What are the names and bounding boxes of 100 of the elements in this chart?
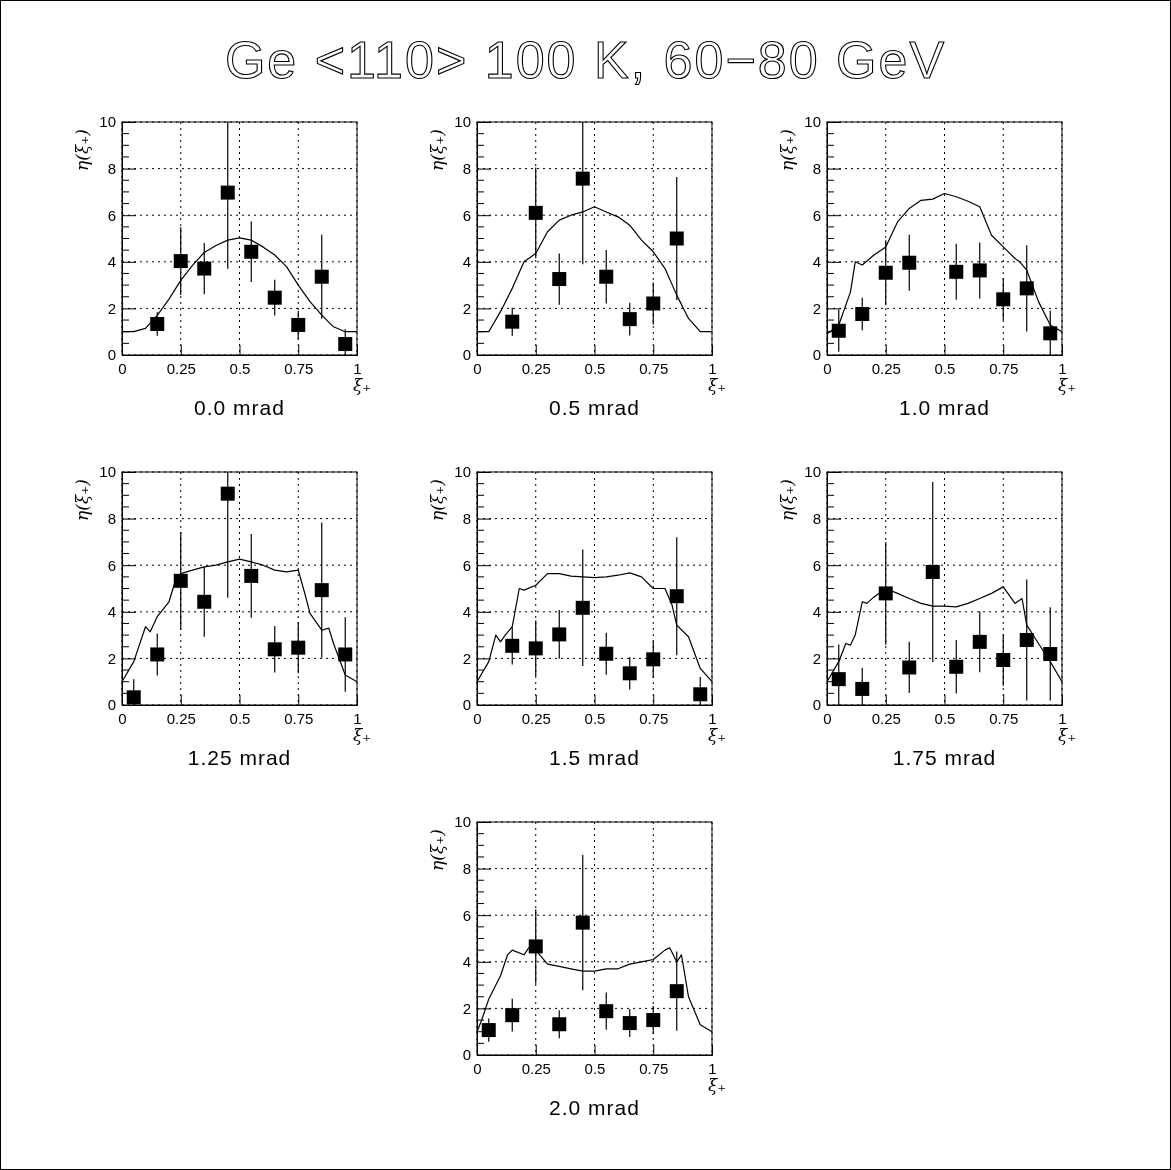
point: [925, 564, 940, 579]
point: [669, 589, 684, 604]
y-tick-label: 10: [99, 113, 116, 131]
point: [622, 312, 637, 327]
point: [669, 231, 684, 246]
point: [528, 205, 543, 220]
x-tick-label: 0: [473, 359, 482, 377]
y-tick-label: 2: [462, 999, 471, 1017]
x-tick-label: 0.25: [521, 359, 551, 377]
y-tick-label: 8: [462, 159, 471, 177]
point: [996, 292, 1011, 307]
y-tick-label: 0: [107, 346, 116, 364]
y-tick-label: 10: [804, 463, 821, 481]
x-tick-label: 0.25: [166, 359, 196, 377]
x-tick-label: 0.75: [639, 1059, 669, 1077]
x-tick-label: 0.5: [584, 359, 606, 377]
point: [244, 568, 259, 583]
x-axis-title: ξ₊: [1058, 375, 1077, 395]
x-tick-label: 0.75: [639, 709, 669, 727]
point: [173, 573, 188, 588]
text: 2.0 mrad: [549, 1096, 640, 1119]
point: [622, 666, 637, 681]
x-tick-label: 0.5: [934, 709, 956, 727]
y-tick-label: 6: [812, 206, 821, 224]
point: [855, 306, 870, 321]
x-tick-label: 0: [118, 709, 127, 727]
x-axis-title: ξ₊: [708, 1075, 727, 1095]
y-tick-label: 4: [812, 603, 821, 621]
point: [599, 646, 614, 661]
x-tick-label: 0.5: [584, 709, 606, 727]
x-tick-label: 0.25: [871, 709, 901, 727]
y-tick-label: 6: [462, 556, 471, 574]
point: [291, 317, 306, 332]
x-tick-label: 0.75: [284, 709, 314, 727]
point: [972, 263, 987, 278]
point: [646, 296, 661, 311]
point: [878, 265, 893, 280]
text: 1.25 mrad: [187, 746, 292, 769]
point: [220, 486, 235, 501]
y-tick-label: 8: [107, 159, 116, 177]
y-tick-label: 4: [107, 603, 116, 621]
y-axis-title: η(ξ₊): [72, 479, 92, 521]
point: [575, 171, 590, 186]
x-tick-label: 0.25: [166, 709, 196, 727]
y-tick-label: 6: [107, 206, 116, 224]
point: [552, 1017, 567, 1032]
text: 1.0 mrad: [899, 396, 990, 419]
x-tick-label: 0: [473, 1059, 482, 1077]
x-tick-label: 1: [1058, 709, 1067, 727]
x-tick-label: 1: [708, 359, 717, 377]
point: [481, 1023, 496, 1038]
point: [314, 269, 329, 284]
point: [575, 915, 590, 930]
y-axis-title: η(ξ₊): [777, 129, 797, 171]
point: [150, 647, 165, 662]
point: [528, 641, 543, 656]
y-tick-label: 4: [462, 603, 471, 621]
y-tick-label: 10: [99, 463, 116, 481]
point: [646, 1013, 661, 1028]
point: [831, 323, 846, 338]
text: 1.5 mrad: [549, 746, 640, 769]
y-tick-label: 6: [462, 206, 471, 224]
text: 1.75 mrad: [892, 746, 997, 769]
y-tick-label: 2: [107, 649, 116, 667]
point: [267, 290, 282, 305]
y-tick-label: 4: [812, 253, 821, 271]
point: [220, 185, 235, 200]
y-tick-label: 8: [812, 159, 821, 177]
y-tick-label: 4: [107, 253, 116, 271]
x-tick-label: 0: [823, 709, 832, 727]
y-axis-title: η(ξ₊): [777, 479, 797, 521]
y-tick-label: 4: [462, 253, 471, 271]
point: [126, 690, 141, 705]
x-axis-title: ξ₊: [708, 725, 727, 745]
point: [291, 640, 306, 655]
text: Ge <110> 100 K, 60−80 GeV: [224, 31, 947, 89]
point: [972, 634, 987, 649]
y-tick-label: 2: [462, 299, 471, 317]
y-tick-label: 0: [462, 1046, 471, 1064]
text: 0.0 mrad: [194, 396, 285, 419]
x-tick-label: 1: [353, 709, 362, 727]
y-axis-title: η(ξ₊): [427, 129, 447, 171]
point: [552, 627, 567, 642]
x-tick-label: 1: [708, 709, 717, 727]
point: [622, 1016, 637, 1031]
y-tick-label: 6: [812, 556, 821, 574]
x-axis-title: ξ₊: [708, 375, 727, 395]
point: [599, 269, 614, 284]
x-tick-label: 1: [708, 1059, 717, 1077]
point: [505, 1008, 520, 1023]
y-tick-label: 8: [462, 509, 471, 527]
point: [197, 261, 212, 276]
point: [1043, 326, 1058, 341]
point: [505, 314, 520, 329]
x-tick-label: 0.5: [229, 359, 251, 377]
point: [314, 583, 329, 598]
y-tick-label: 10: [454, 113, 471, 131]
point: [902, 660, 917, 675]
y-tick-label: 2: [462, 649, 471, 667]
point: [831, 672, 846, 687]
